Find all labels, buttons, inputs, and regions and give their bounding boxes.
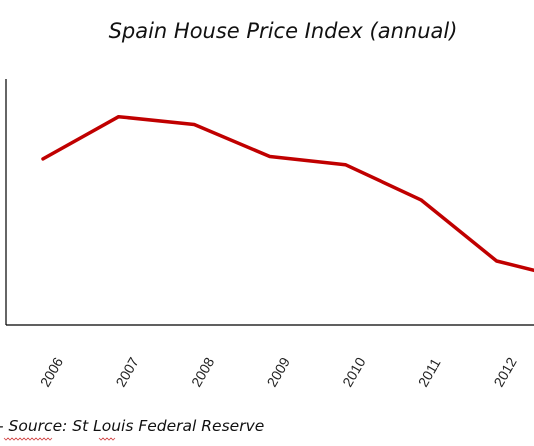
data-point [41, 157, 45, 161]
spellcheck-underline [98, 437, 116, 441]
series-line [41, 114, 534, 273]
x-tick-label: 2006 [37, 354, 67, 389]
x-tick-label: 2012 [490, 354, 520, 389]
data-point [343, 163, 347, 167]
data-point [192, 123, 196, 127]
data-point [419, 198, 423, 202]
x-tick-label: 2007 [112, 354, 142, 389]
chart-title: Spain House Price Index (annual) [109, 19, 458, 43]
data-point [117, 115, 121, 119]
x-tick-labels: 2006 2007 2008 2009 2010 2011 2012 [37, 354, 520, 389]
data-point [495, 259, 499, 263]
x-tick-label: 2010 [339, 354, 369, 389]
x-tick-label: 2008 [188, 354, 218, 389]
spellcheck-underline [3, 437, 53, 441]
data-point [268, 154, 272, 158]
source-text: Source: St Louis Federal Reserve [9, 417, 265, 435]
x-tick-label: 2009 [264, 354, 294, 389]
data-points [41, 115, 499, 263]
x-tick-label: 2011 [415, 355, 444, 389]
source-note: - Source: St Louis Federal Reserve [0, 417, 264, 435]
